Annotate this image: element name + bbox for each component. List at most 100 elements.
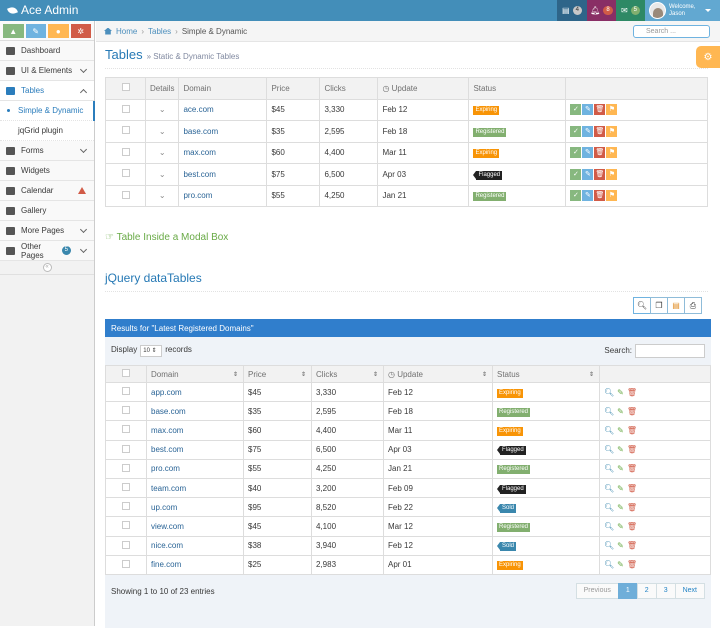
row-checkbox[interactable]	[105, 420, 147, 441]
page-3[interactable]: 3	[655, 583, 676, 600]
flag-button[interactable]: ⚑	[606, 147, 618, 159]
row-checkbox[interactable]	[105, 401, 147, 422]
zoom-in-icon[interactable]: 🔍︎	[604, 521, 615, 531]
row-checkbox[interactable]	[105, 497, 147, 518]
row-checkbox[interactable]	[105, 141, 146, 164]
select-all-checkbox[interactable]	[105, 77, 146, 100]
sidebar-item-ui-elements[interactable]: UI & Elements	[0, 61, 94, 81]
col-update[interactable]: ◷ Update ⇕	[383, 365, 493, 383]
details-toggle[interactable]: ⌄	[144, 141, 180, 164]
delete-button[interactable]: 🗑︎	[594, 104, 606, 116]
flag-button[interactable]: ⚑	[606, 190, 618, 202]
page-previous[interactable]: Previous	[575, 583, 619, 600]
sidebar-item-tables[interactable]: Tables	[0, 81, 94, 101]
domain-link[interactable]: base.com	[178, 120, 268, 143]
brand[interactable]: Ace Admin	[7, 3, 78, 17]
row-checkbox[interactable]	[105, 535, 147, 556]
flag-button[interactable]: ⚑	[606, 104, 618, 116]
flag-button[interactable]: ⚑	[606, 125, 618, 137]
edit-button[interactable]: ✎	[582, 104, 594, 116]
sidebar-item-gallery[interactable]: Gallery	[0, 201, 94, 221]
delete-button[interactable]: 🗑︎	[594, 147, 606, 159]
trash-icon[interactable]: 🗑︎	[626, 502, 638, 512]
domain-link[interactable]: view.com	[146, 516, 244, 537]
details-toggle[interactable]: ⌄	[144, 184, 180, 207]
pencil-icon[interactable]: ✎	[617, 541, 624, 551]
domain-link[interactable]: base.com	[146, 401, 244, 422]
domain-link[interactable]: max.com	[178, 141, 268, 164]
pencil-icon[interactable]: ✎	[617, 425, 624, 435]
page-next[interactable]: Next	[674, 583, 705, 600]
shortcut-pencil-icon[interactable]: ✎	[25, 24, 46, 38]
row-checkbox[interactable]	[105, 163, 146, 186]
flag-button[interactable]: ⚑	[606, 168, 618, 180]
row-checkbox[interactable]	[105, 381, 147, 403]
check-button[interactable]: ✓	[570, 168, 582, 180]
sidebar-item-forms[interactable]: Forms	[0, 141, 94, 161]
check-button[interactable]: ✓	[570, 190, 582, 202]
tasks-button[interactable]: ▤ 4	[557, 0, 587, 21]
zoom-in-icon[interactable]: 🔍︎	[604, 406, 615, 416]
domain-link[interactable]: up.com	[146, 497, 244, 518]
zoom-in-icon[interactable]: 🔍︎	[604, 483, 615, 493]
check-button[interactable]: ✓	[570, 104, 582, 116]
row-checkbox[interactable]	[105, 184, 146, 207]
edit-button[interactable]: ✎	[582, 147, 594, 159]
details-toggle[interactable]: ⌄	[144, 120, 180, 143]
delete-button[interactable]: 🗑︎	[594, 168, 606, 180]
notifications-button[interactable]: 🔔︎ 8	[587, 0, 616, 21]
pencil-icon[interactable]: ✎	[617, 445, 624, 455]
pencil-icon[interactable]: ✎	[617, 406, 624, 416]
messages-button[interactable]: ✉ 5	[616, 0, 645, 21]
trash-icon[interactable]: 🗑︎	[626, 560, 638, 570]
details-toggle[interactable]: ⌄	[144, 163, 180, 186]
edit-button[interactable]: ✎	[582, 190, 594, 202]
pencil-icon[interactable]: ✎	[617, 502, 624, 512]
delete-button[interactable]: 🗑︎	[594, 125, 606, 137]
shortcut-cogs-icon[interactable]: ✲	[70, 24, 91, 38]
shortcut-signal-icon[interactable]: ▲	[3, 24, 24, 38]
trash-icon[interactable]: 🗑︎	[626, 483, 638, 493]
zoom-in-icon[interactable]: 🔍︎	[604, 560, 615, 570]
col-clicks[interactable]: Clicks ⇕	[311, 365, 384, 383]
col-price[interactable]: Price ⇕	[243, 365, 312, 383]
sidebar-subitem-jqgrid[interactable]: jqGrid plugin	[0, 121, 94, 141]
sidebar-item-dashboard[interactable]: Dashboard	[0, 41, 94, 61]
trash-icon[interactable]: 🗑︎	[626, 425, 638, 435]
pencil-icon[interactable]: ✎	[617, 464, 624, 474]
sidebar-item-calendar[interactable]: Calendar	[0, 181, 94, 201]
sidebar-subitem-simple-dynamic[interactable]: Simple & Dynamic	[0, 101, 95, 121]
pencil-icon[interactable]: ✎	[617, 560, 624, 570]
zoom-in-icon[interactable]: 🔍︎	[604, 425, 615, 435]
details-toggle[interactable]: ⌄	[144, 98, 180, 121]
pencil-icon[interactable]: ✎	[617, 387, 624, 397]
check-button[interactable]: ✓	[570, 125, 582, 137]
pencil-icon[interactable]: ✎	[617, 521, 624, 531]
datatable-search-input[interactable]	[635, 344, 705, 358]
page-1[interactable]: 1	[617, 583, 638, 600]
domain-link[interactable]: pro.com	[146, 458, 244, 479]
trash-icon[interactable]: 🗑︎	[626, 387, 638, 397]
trash-icon[interactable]: 🗑︎	[626, 445, 638, 455]
row-checkbox[interactable]	[105, 458, 147, 479]
col-domain[interactable]: Domain ⇕	[146, 365, 244, 383]
sidebar-item-widgets[interactable]: Widgets	[0, 161, 94, 181]
edit-button[interactable]: ✎	[582, 168, 594, 180]
copy-tool-button[interactable]: ❐	[650, 297, 668, 314]
excel-tool-button[interactable]: ▤	[667, 297, 685, 314]
domain-link[interactable]: pro.com	[178, 184, 268, 207]
row-checkbox[interactable]	[105, 120, 146, 143]
zoom-in-icon[interactable]: 🔍︎	[604, 387, 615, 397]
sidebar-item-other-pages[interactable]: Other Pages 5	[0, 241, 94, 261]
domain-link[interactable]: app.com	[146, 381, 244, 403]
trash-icon[interactable]: 🗑︎	[626, 521, 638, 531]
domain-link[interactable]: nice.com	[146, 535, 244, 556]
sidebar-item-more-pages[interactable]: More Pages	[0, 221, 94, 241]
search-tool-button[interactable]: 🔍︎	[633, 297, 651, 314]
domain-link[interactable]: max.com	[146, 420, 244, 441]
breadcrumb-home[interactable]: Home	[116, 26, 138, 36]
edit-button[interactable]: ✎	[582, 125, 594, 137]
row-checkbox[interactable]	[105, 98, 146, 121]
zoom-in-icon[interactable]: 🔍︎	[604, 445, 615, 455]
trash-icon[interactable]: 🗑︎	[626, 541, 638, 551]
